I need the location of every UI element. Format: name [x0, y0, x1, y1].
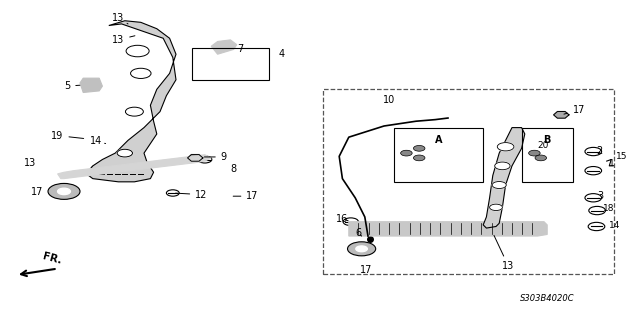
Bar	[192, 48, 269, 80]
Text: 14: 14	[90, 136, 106, 146]
Circle shape	[117, 149, 132, 157]
Text: 17: 17	[360, 264, 372, 275]
Circle shape	[48, 183, 80, 199]
Polygon shape	[86, 21, 176, 182]
Circle shape	[529, 150, 540, 156]
Circle shape	[348, 242, 376, 256]
Circle shape	[495, 162, 510, 170]
Text: 12: 12	[175, 189, 207, 200]
Circle shape	[413, 145, 425, 151]
Text: 4: 4	[278, 49, 285, 59]
Bar	[394, 128, 483, 182]
Circle shape	[492, 182, 506, 189]
Text: 5: 5	[64, 81, 87, 91]
Text: 17: 17	[233, 191, 259, 201]
Text: 7: 7	[223, 44, 243, 55]
Circle shape	[58, 188, 70, 195]
Polygon shape	[188, 155, 203, 161]
Text: 13: 13	[112, 35, 135, 45]
Text: 16: 16	[336, 213, 348, 224]
Text: 15: 15	[616, 152, 627, 161]
Text: 3: 3	[597, 191, 604, 201]
Text: 13: 13	[24, 158, 36, 168]
Circle shape	[125, 107, 143, 116]
Text: 14: 14	[609, 221, 621, 230]
Polygon shape	[554, 112, 569, 118]
Text: S303B4020C: S303B4020C	[520, 294, 574, 303]
Text: 2: 2	[596, 145, 603, 156]
Text: 18: 18	[603, 204, 614, 213]
Circle shape	[356, 246, 367, 252]
Text: 20: 20	[538, 141, 549, 150]
Text: FR.: FR.	[42, 252, 63, 266]
Text: 6: 6	[355, 228, 362, 238]
Circle shape	[131, 68, 151, 78]
Text: 9: 9	[204, 152, 227, 162]
Polygon shape	[80, 78, 102, 93]
Text: 1: 1	[609, 159, 614, 168]
Text: A: A	[435, 135, 442, 145]
Text: 10: 10	[383, 95, 395, 106]
Polygon shape	[349, 222, 547, 236]
Polygon shape	[211, 40, 237, 54]
Circle shape	[401, 150, 412, 156]
Text: 19: 19	[51, 130, 84, 141]
Text: 8: 8	[230, 164, 237, 174]
Circle shape	[413, 155, 425, 161]
Circle shape	[497, 143, 514, 151]
Circle shape	[490, 204, 502, 211]
Text: 17: 17	[564, 105, 585, 115]
Text: 17: 17	[31, 187, 61, 197]
Text: 13: 13	[112, 12, 128, 24]
Bar	[323, 89, 614, 274]
Circle shape	[126, 45, 149, 57]
Text: 13: 13	[494, 235, 515, 271]
Polygon shape	[58, 155, 211, 179]
Circle shape	[535, 155, 547, 161]
Text: B: B	[543, 135, 551, 145]
Polygon shape	[483, 128, 525, 228]
Bar	[522, 128, 573, 182]
